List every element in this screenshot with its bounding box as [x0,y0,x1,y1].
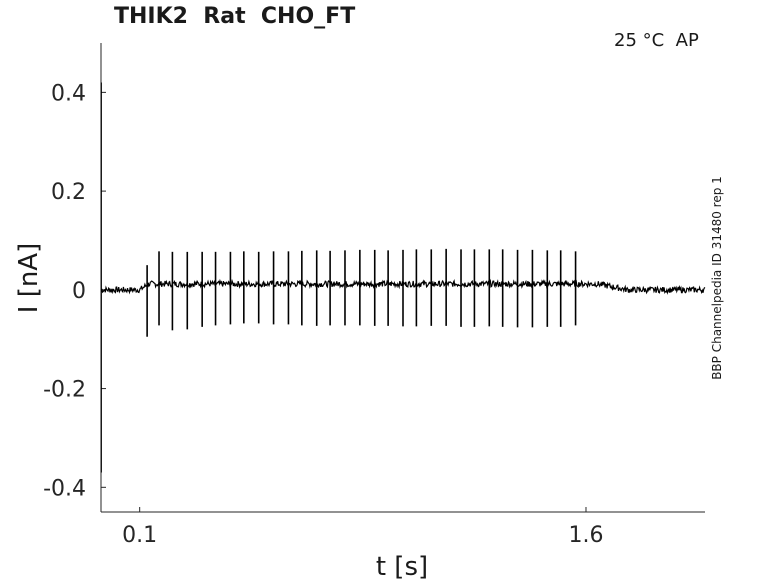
y-tick-label: -0.4 [43,476,86,501]
x-tick-label: 1.6 [568,523,603,548]
x-axis-label: t [s] [375,552,429,582]
y-tick-label: 0.2 [51,180,86,205]
recording-conditions: 25 °C AP [614,30,699,51]
chart-title: THIK2 Rat CHO_FT [114,4,356,29]
y-tick-label: 0.4 [51,81,86,106]
y-tick-label: -0.2 [43,378,86,403]
y-tick-label: 0 [72,279,86,304]
x-tick-label: 0.1 [122,523,157,548]
